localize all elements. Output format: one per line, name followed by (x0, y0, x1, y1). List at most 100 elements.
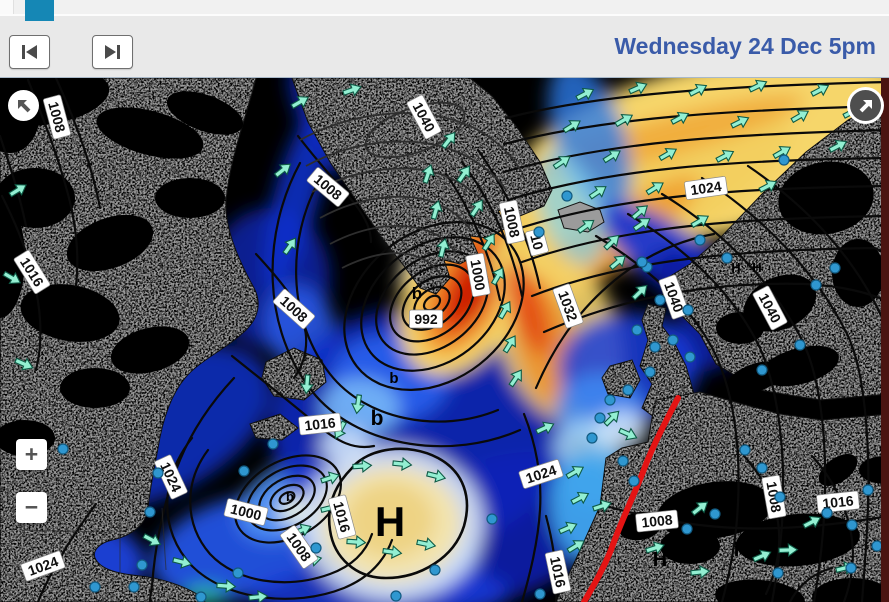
wind-arrow-icon (592, 499, 612, 513)
station-dot[interactable] (694, 234, 706, 246)
station-dot[interactable] (429, 564, 441, 576)
top-strip-segment (0, 0, 14, 14)
station-dot[interactable] (232, 567, 244, 579)
station-dot[interactable] (195, 591, 207, 602)
wind-arrow-icon (508, 369, 522, 388)
arrow-up-left-icon (17, 99, 30, 112)
station-dot[interactable] (756, 364, 768, 376)
wind-arrow-icon (570, 491, 590, 505)
station-dot[interactable] (756, 462, 768, 474)
station-dot[interactable] (534, 588, 546, 600)
station-dot[interactable] (136, 559, 148, 571)
wind-arrow-icon (562, 120, 581, 134)
station-dot[interactable] (144, 506, 156, 518)
wind-arrow-icon (481, 233, 495, 252)
browser-top-strip (0, 0, 889, 16)
wind-arrow-icon (8, 184, 27, 198)
station-dot[interactable] (644, 366, 656, 378)
station-dot[interactable] (649, 341, 661, 353)
wind-arrow-icon (497, 300, 512, 320)
station-dot[interactable] (617, 455, 629, 467)
svg-text:1008: 1008 (641, 511, 674, 530)
weather-map[interactable]: 1008 1016 1040 1008 1008 10 1000 992 1024 1040 104… (0, 54, 889, 602)
weather-front-line (581, 395, 681, 602)
station-dot[interactable] (774, 491, 786, 503)
active-tab-marker[interactable] (25, 0, 54, 21)
station-dot[interactable] (636, 256, 648, 268)
station-dot[interactable] (604, 394, 616, 406)
station-dot[interactable] (238, 465, 250, 477)
svg-text:992: 992 (414, 311, 438, 327)
previous-timestep-button[interactable] (9, 35, 50, 69)
map-edge-strip (881, 78, 889, 602)
station-dot[interactable] (682, 304, 694, 316)
wind-arrow-icon (502, 335, 516, 354)
wind-arrow-icon (802, 515, 822, 529)
station-dot[interactable] (586, 432, 598, 444)
station-dot[interactable] (310, 542, 322, 554)
wind-arrow-icon (778, 542, 799, 558)
station-dot[interactable] (810, 279, 822, 291)
wind-arrow-icon (392, 457, 413, 471)
wind-arrow-icon (436, 237, 450, 258)
station-dot[interactable] (390, 590, 402, 602)
skip-previous-icon (22, 45, 25, 59)
station-dot[interactable] (594, 412, 606, 424)
svg-text:1000: 1000 (229, 500, 263, 523)
station-dot[interactable] (845, 562, 857, 574)
station-dot[interactable] (622, 384, 634, 396)
station-dot[interactable] (57, 443, 69, 455)
wind-arrow-icon (628, 81, 648, 95)
station-dot[interactable] (631, 324, 643, 336)
pressure-symbol: b (286, 489, 294, 504)
pressure-symbol: H (653, 549, 667, 571)
pan-northwest-button[interactable] (8, 90, 39, 121)
station-dot[interactable] (486, 513, 498, 525)
next-timestep-button[interactable] (92, 35, 133, 69)
station-dot[interactable] (772, 567, 784, 579)
station-dot[interactable] (152, 467, 164, 479)
station-dot[interactable] (709, 508, 721, 520)
station-dot[interactable] (681, 523, 693, 535)
wind-arrow-icon (416, 537, 437, 551)
station-dot[interactable] (821, 507, 833, 519)
station-dot[interactable] (862, 484, 874, 496)
isobar-label: 1016 (328, 494, 356, 540)
pan-northeast-button[interactable] (850, 90, 881, 121)
station-dot[interactable] (628, 475, 640, 487)
wind-arrow-icon (535, 421, 555, 435)
station-dot[interactable] (871, 540, 883, 552)
station-dot[interactable] (654, 294, 666, 306)
station-dot[interactable] (721, 252, 733, 264)
wind-arrow-icon (602, 150, 621, 164)
wind-arrow-icon (658, 147, 678, 162)
pressure-symbol: H (734, 539, 748, 561)
wind-arrow-icon (575, 87, 595, 101)
station-dot[interactable] (778, 154, 790, 166)
zoom-out-button[interactable]: − (16, 492, 47, 523)
station-dot[interactable] (846, 519, 858, 531)
station-dot[interactable] (128, 581, 140, 593)
wind-arrow-icon (690, 501, 709, 517)
station-dot[interactable] (267, 438, 279, 450)
zoom-in-button[interactable]: + (16, 439, 47, 470)
wind-arrow-icon (631, 284, 648, 301)
station-dot[interactable] (829, 262, 841, 274)
wind-arrow-icon (352, 458, 373, 474)
station-dot[interactable] (684, 351, 696, 363)
wind-arrow-icon (440, 131, 456, 150)
station-dot[interactable] (739, 444, 751, 456)
station-dot[interactable] (533, 226, 545, 238)
wind-arrow-icon (456, 165, 471, 184)
station-dot[interactable] (794, 339, 806, 351)
svg-text:1016: 1016 (822, 492, 855, 511)
isobar-label: 992 (409, 309, 443, 329)
station-dot[interactable] (89, 581, 101, 593)
isobar-label: 1024 (684, 176, 728, 200)
station-dot[interactable] (561, 190, 573, 202)
pressure-symbol: b (371, 407, 384, 430)
wind-arrow-icon (828, 139, 848, 153)
wind-arrow-icon (790, 109, 810, 124)
station-dot[interactable] (667, 334, 679, 346)
